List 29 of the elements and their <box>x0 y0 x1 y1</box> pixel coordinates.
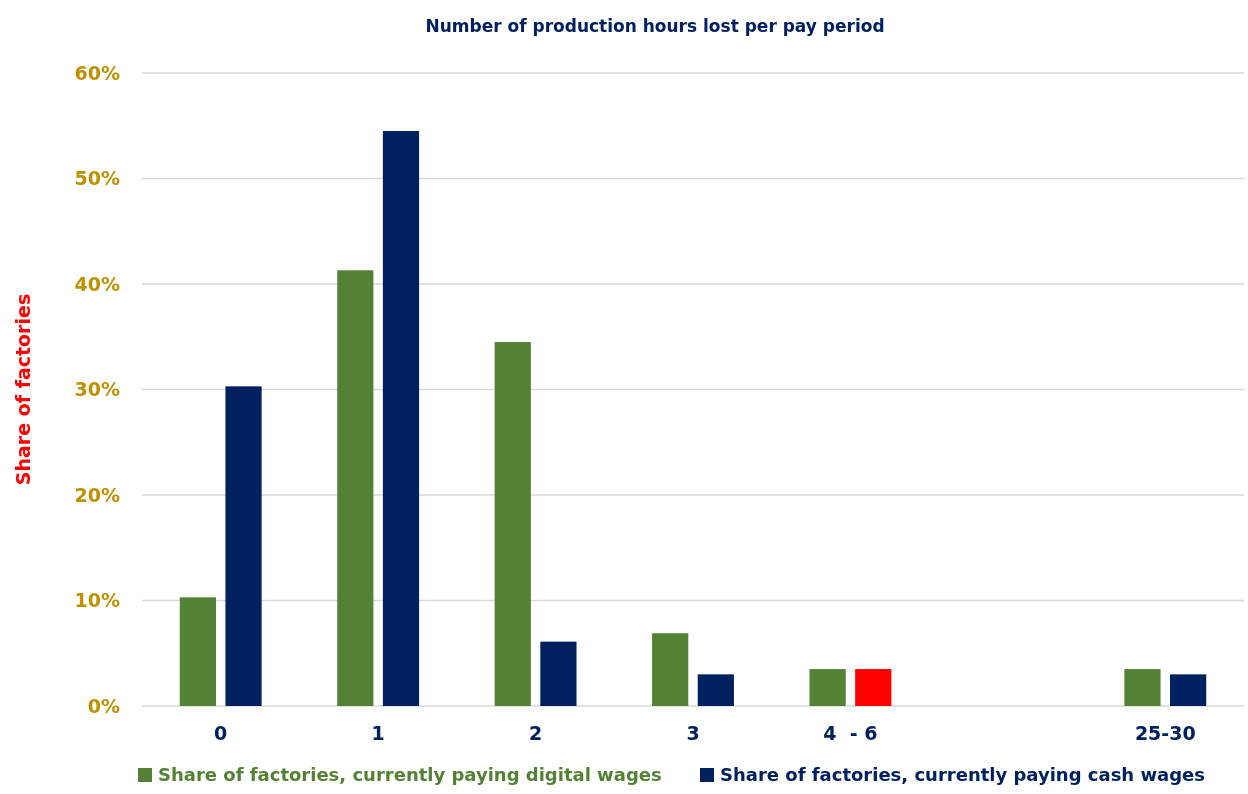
bar <box>809 669 846 706</box>
legend-label: Share of factories, currently paying digital wages <box>158 764 662 785</box>
y-tick-label: 50% <box>74 167 120 190</box>
y-axis-title: Share of factories <box>12 293 34 486</box>
y-tick-label: 60% <box>74 61 120 84</box>
bar <box>1124 669 1161 706</box>
bar <box>179 597 216 706</box>
bar <box>697 674 734 706</box>
bar <box>494 342 531 706</box>
bar <box>337 270 374 706</box>
bar <box>382 131 420 706</box>
bar <box>1170 674 1207 706</box>
x-tick-label: 2 <box>528 722 543 744</box>
x-tick-label: 4 - 6 <box>823 722 878 744</box>
chart-title: Number of production hours lost per pay period <box>425 16 885 36</box>
x-tick-label: 3 <box>686 722 700 744</box>
bar <box>540 641 577 706</box>
bar <box>652 633 689 706</box>
y-tick-label: 0% <box>87 694 120 717</box>
y-tick-label: 10% <box>74 589 120 612</box>
x-tick-label: 25-30 <box>1134 722 1196 744</box>
bar <box>855 669 892 706</box>
x-tick-label: 1 <box>371 722 385 744</box>
bar <box>225 386 262 706</box>
y-tick-label: 20% <box>74 483 120 506</box>
y-tick-label: 30% <box>74 378 120 401</box>
y-tick-label: 40% <box>74 272 120 295</box>
legend-label: Share of factories, currently paying cash wages <box>720 764 1206 785</box>
x-tick-label: 0 <box>214 722 228 744</box>
